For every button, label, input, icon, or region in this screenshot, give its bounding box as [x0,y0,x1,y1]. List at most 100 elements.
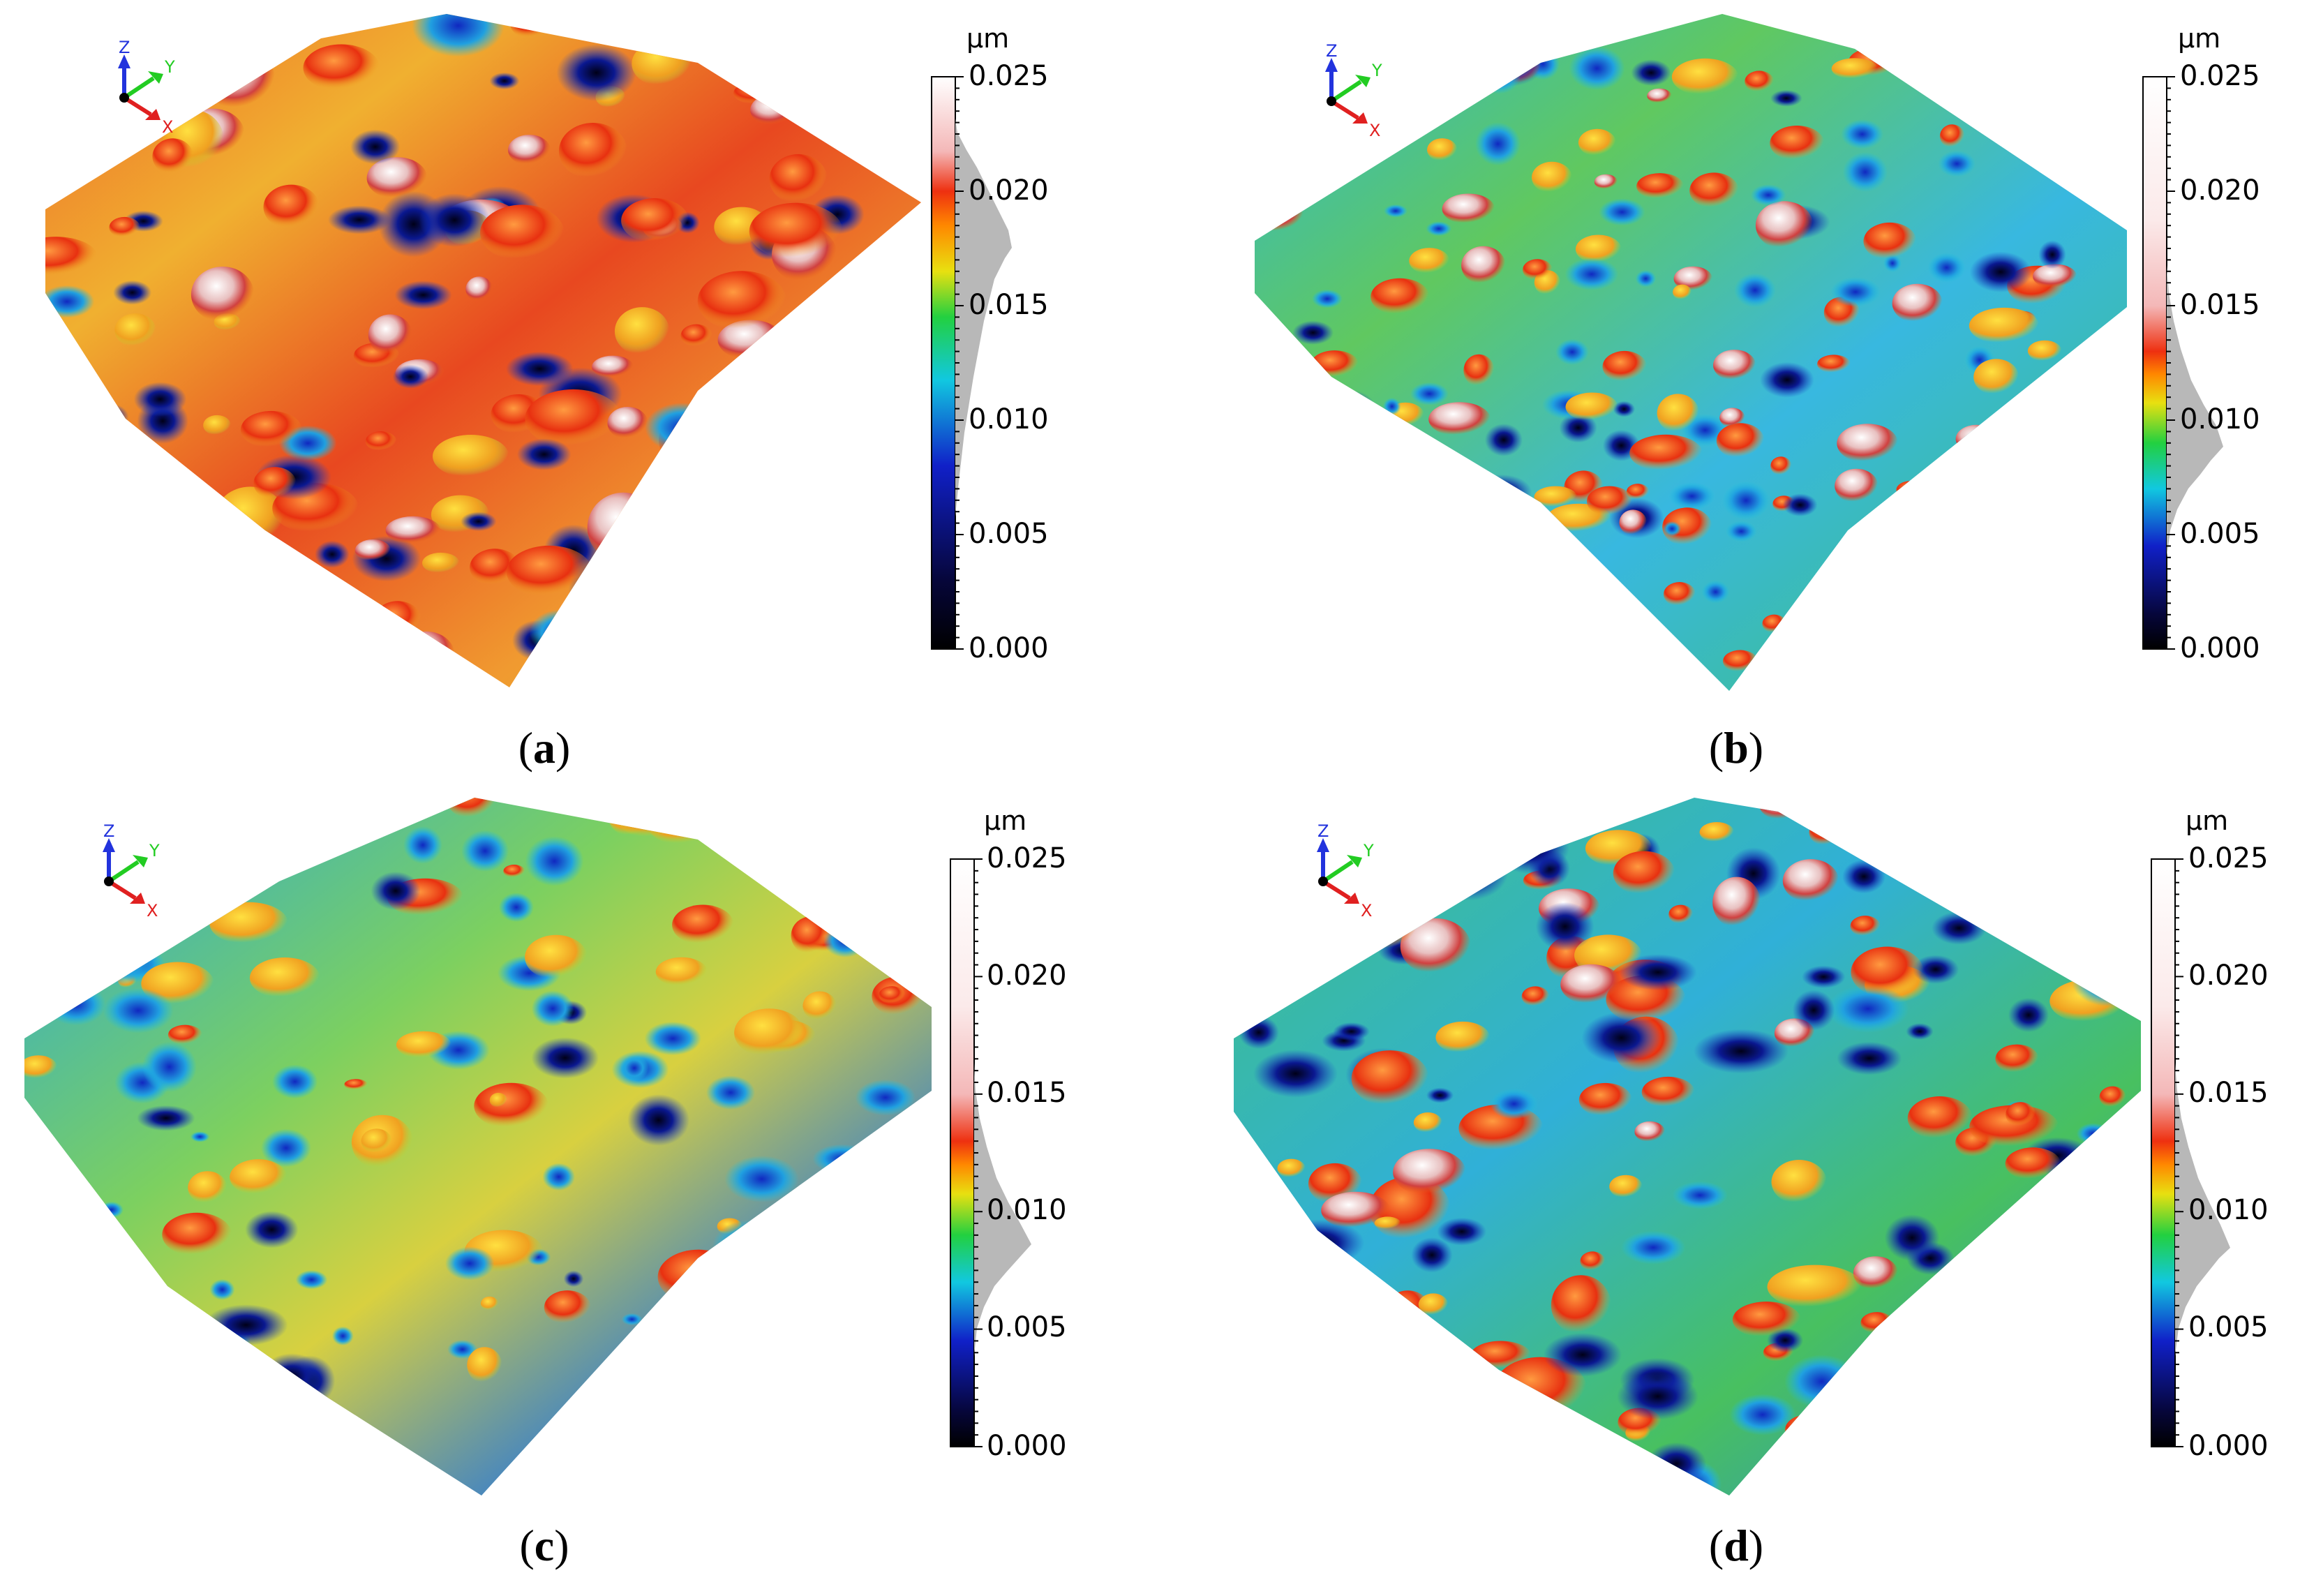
surface-feature [1304,852,1391,913]
surface-feature [1634,1121,1666,1142]
surface-feature [1851,799,1913,842]
surface-feature [480,1296,499,1311]
surface-feature [2056,575,2086,595]
surface-feature [1664,582,1696,606]
panel-b: Z Y X µm 0.025 0.020 0.015 0.010 0.005 0… [1150,0,2300,798]
surface-feature [531,1037,599,1079]
surface-feature [303,44,380,91]
axis-y-label: Y [149,841,160,860]
surface-feature [761,355,792,379]
surface-feature [1532,161,1572,193]
surface-feature [1298,48,1350,91]
surface-feature [295,1270,328,1290]
surface-b [1255,14,2127,691]
surface-feature [1447,599,1486,630]
surface-feature [2059,654,2112,688]
surface-feature [1411,1237,1453,1273]
surface-feature [1991,1368,2011,1387]
surface-feature [680,324,712,348]
surface-feature [269,661,326,687]
surface-feature [1604,609,1653,646]
surface-feature [1586,486,1633,516]
surface-feature [656,1357,688,1382]
surface-feature [467,1347,502,1384]
surface-feature [1248,798,1292,816]
surface-feature [1712,877,1761,928]
surface-feature [1860,1312,1894,1334]
surface-feature [1949,1430,1994,1466]
colorbar-gradient [931,76,956,650]
surface-feature [1767,645,1841,680]
surface-feature [1770,89,1802,107]
surface-feature [734,1008,805,1057]
surface-feature [1476,37,1546,87]
surface-feature [525,934,588,980]
surface-feature [1393,1149,1466,1196]
colorbar-gradient [2142,76,2167,650]
surface-feature [133,382,187,417]
surface-feature [1699,822,1734,843]
surface-feature [1234,996,1265,1028]
surface-feature [1602,350,1647,382]
panel-c: Z Y X µm 0.025 0.020 0.015 0.010 0.005 0… [0,798,1150,1595]
axis-x-label: X [1361,901,1372,920]
surface-feature [2005,1440,2053,1471]
surface-feature [516,438,572,470]
surface-feature [191,267,255,322]
surface-feature [617,798,690,839]
surface-feature [1317,119,1354,143]
surface-feature [762,1390,789,1406]
surface-plot-b: Z Y X µm 0.025 0.020 0.015 0.010 0.005 0… [1255,14,2260,691]
surface-feature [2061,1265,2125,1304]
surface-feature [374,601,421,638]
surface-feature [1352,524,1423,558]
surface-feature [1372,1391,1461,1457]
surface-feature [422,552,460,574]
surface-feature [740,546,798,586]
surface-feature [204,1304,288,1346]
surface-feature [503,865,525,878]
surface-feature [1657,394,1699,433]
surface-feature [1404,465,1429,486]
surface-feature [556,44,636,101]
surface-feature [1613,851,1675,896]
surface-feature [1475,122,1521,166]
surface-feature [45,639,85,681]
axis-triad-b: Z Y X [1325,41,1382,140]
panel-label-c: (c) [519,1521,569,1570]
surface-feature [1442,193,1495,225]
surface-feature [657,1249,740,1304]
surface-feature [1575,234,1622,264]
surface-feature [1972,499,2011,524]
surface-feature [647,804,719,845]
surface-feature [1837,1382,1922,1429]
surface-feature [1643,14,1664,30]
surface-feature [1410,382,1449,405]
surface-feature [344,1079,368,1090]
colorbar-a: µm 0.025 0.020 0.015 0.010 0.005 0.000 [931,23,1049,664]
surface-feature [229,831,254,854]
surface-feature [1767,1265,1863,1309]
surface-feature [1919,836,1981,879]
surface-feature [1626,484,1650,500]
surface-feature [712,632,744,657]
tick-label: 0.025 [969,60,1049,92]
surface-feature [1762,614,1786,634]
surface-feature [489,1092,507,1108]
surface-feature [804,1326,833,1348]
surface-feature [240,410,302,449]
surface-feature [1831,58,1878,80]
surface-feature [1426,1087,1454,1103]
colorbar-ticks-c [974,858,983,1447]
surface-feature [107,628,147,657]
surface-feature [1939,124,1965,149]
surface-feature [621,198,689,244]
surface-feature [412,14,505,57]
surface-feature [1594,174,1618,190]
surface-feature [648,613,701,666]
surface-feature [1535,902,1595,951]
surface-feature [1578,128,1616,157]
surface-feature [209,902,288,945]
surface-feature [445,1246,495,1281]
surface-feature [45,237,98,278]
